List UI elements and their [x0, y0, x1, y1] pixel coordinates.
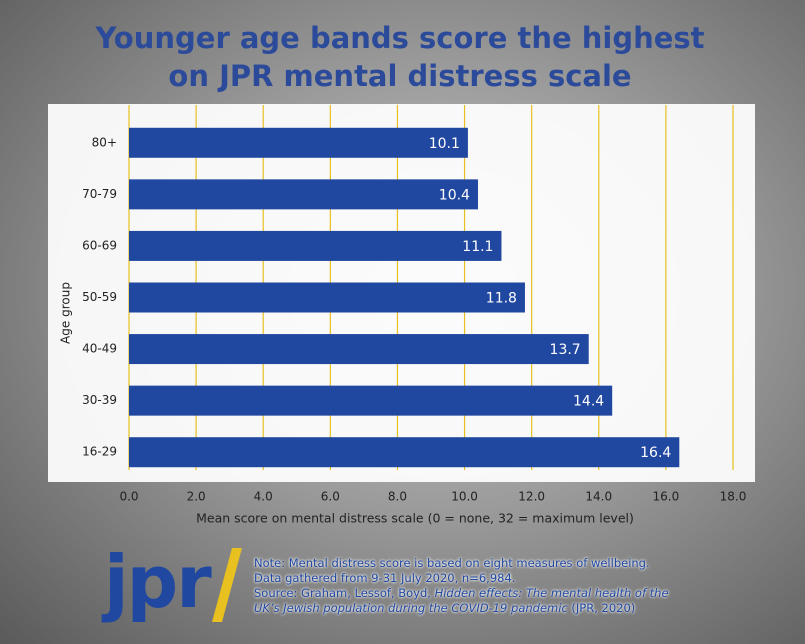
- chart-title: Younger age bands score the highest: [94, 21, 704, 55]
- x-tick-label: 4.0: [254, 490, 273, 504]
- bar: [129, 437, 680, 468]
- y-tick-label: 70-79: [82, 187, 117, 201]
- x-tick-label: 8.0: [388, 490, 407, 504]
- bar: [129, 385, 613, 416]
- source-title: Hidden effects: The mental health of the…: [254, 586, 669, 615]
- source-text: (JPR, 2020): [567, 601, 636, 615]
- value-label: 11.8: [486, 291, 517, 307]
- value-label: 13.7: [550, 342, 581, 358]
- chart-title: on JPR mental distress scale: [168, 59, 631, 93]
- logo: jpr: [104, 540, 212, 624]
- x-tick-label: 14.0: [585, 490, 612, 504]
- x-axis-title: Mean score on mental distress scale (0 =…: [196, 511, 634, 526]
- y-tick-label: 40-49: [82, 342, 117, 356]
- value-label: 11.1: [462, 239, 493, 255]
- x-tick-label: 0.0: [119, 490, 138, 504]
- bar: [129, 127, 468, 158]
- x-tick-label: 18.0: [720, 490, 747, 504]
- y-tick-label: 80+: [92, 135, 117, 149]
- value-label: 10.1: [429, 136, 460, 152]
- y-tick-label: 50-59: [82, 290, 117, 304]
- value-label: 10.4: [439, 187, 470, 203]
- source-text: Source: Graham, Lessof, Boyd,: [254, 586, 435, 600]
- bar: [129, 282, 525, 313]
- bar: [129, 179, 478, 210]
- y-axis-title: Age group: [59, 282, 73, 344]
- y-tick-label: 16-29: [82, 445, 117, 459]
- x-tick-label: 6.0: [321, 490, 340, 504]
- source: Source: Graham, Lessof, Boyd, Hidden eff…: [254, 586, 694, 616]
- value-label: 16.4: [640, 445, 671, 461]
- bar: [129, 334, 589, 365]
- x-tick-label: 16.0: [653, 490, 680, 504]
- footer-note: Note: Mental distress score is based on …: [254, 556, 694, 616]
- note-line: Note: Mental distress score is based on …: [254, 556, 650, 570]
- note-line: Data gathered from 9-31 July 2020, n=6,9…: [254, 571, 516, 585]
- bar: [129, 230, 502, 261]
- y-tick-label: 30-39: [82, 393, 117, 407]
- x-tick-label: 2.0: [187, 490, 206, 504]
- value-label: 14.4: [573, 394, 604, 410]
- x-tick-label: 10.0: [451, 490, 478, 504]
- logo-slash: [212, 548, 242, 622]
- x-tick-label: 12.0: [518, 490, 545, 504]
- y-tick-label: 60-69: [82, 238, 117, 252]
